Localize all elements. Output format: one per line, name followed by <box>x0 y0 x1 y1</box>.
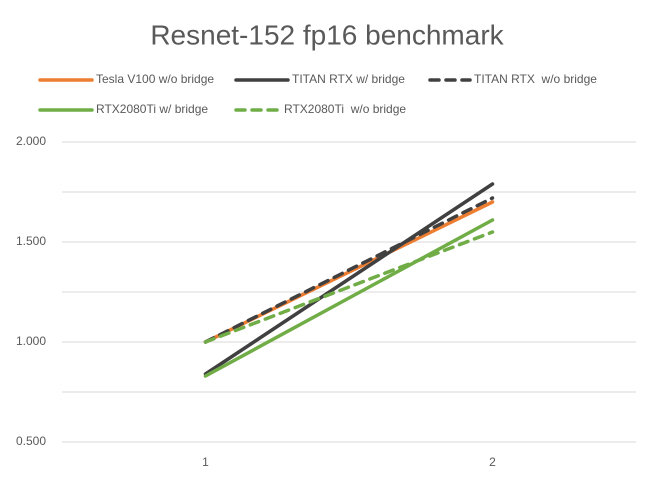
y-tick-label: 0.500 <box>16 434 46 448</box>
y-tick-label: 1.000 <box>16 334 46 348</box>
series-line <box>203 196 495 344</box>
series-line <box>203 230 495 344</box>
legend-label: RTX2080Ti w/ bridge <box>96 102 208 116</box>
x-tick-label: 1 <box>202 455 209 469</box>
x-tick-label: 2 <box>489 455 496 469</box>
series-line <box>203 218 495 378</box>
legend-label: TITAN RTX w/ bridge <box>292 72 405 86</box>
chart-title: Resnet-152 fp16 benchmark <box>150 19 504 50</box>
legend-label: Tesla V100 w/o bridge <box>96 72 214 86</box>
legend-label: TITAN RTX w/o bridge <box>474 72 597 86</box>
series-line <box>203 182 495 376</box>
y-tick-label: 1.500 <box>16 234 46 248</box>
legend-label: RTX2080Ti w/o bridge <box>284 102 406 116</box>
y-tick-label: 2.000 <box>16 134 46 148</box>
